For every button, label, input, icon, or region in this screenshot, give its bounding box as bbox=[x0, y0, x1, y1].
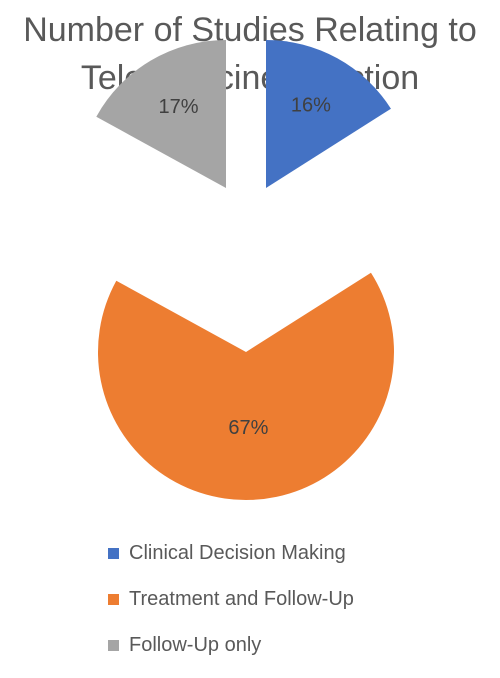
data-label-follow-up-only: 17% bbox=[159, 96, 199, 118]
legend-label-clinical-decision-making: Clinical Decision Making bbox=[129, 541, 346, 564]
legend-item-follow-up-only: Follow-Up only bbox=[108, 632, 488, 658]
pie-slice-clinical-decision-making bbox=[266, 40, 391, 188]
pie-slice-follow-up-only bbox=[96, 40, 226, 188]
data-label-treatment-and-follow-up: 67% bbox=[228, 417, 268, 439]
legend-swatch-clinical-decision-making bbox=[108, 547, 119, 559]
chart-legend: Clinical Decision Making Treatment and F… bbox=[108, 540, 488, 678]
legend-label-treatment-and-follow-up: Treatment and Follow-Up bbox=[129, 587, 354, 610]
legend-swatch-follow-up-only bbox=[108, 639, 119, 651]
pie-slice-treatment-and-follow-up bbox=[98, 272, 395, 500]
legend-item-clinical-decision-making: Clinical Decision Making bbox=[108, 540, 488, 566]
legend-item-treatment-and-follow-up: Treatment and Follow-Up bbox=[108, 586, 488, 612]
data-label-clinical-decision-making: 16% bbox=[291, 95, 331, 117]
legend-label-follow-up-only: Follow-Up only bbox=[129, 633, 262, 656]
legend-swatch-treatment-and-follow-up bbox=[108, 593, 119, 605]
pie-chart: 16% 67% 17% bbox=[96, 40, 395, 500]
chart-title-line-1: Number of Studies Relating to bbox=[23, 11, 477, 49]
